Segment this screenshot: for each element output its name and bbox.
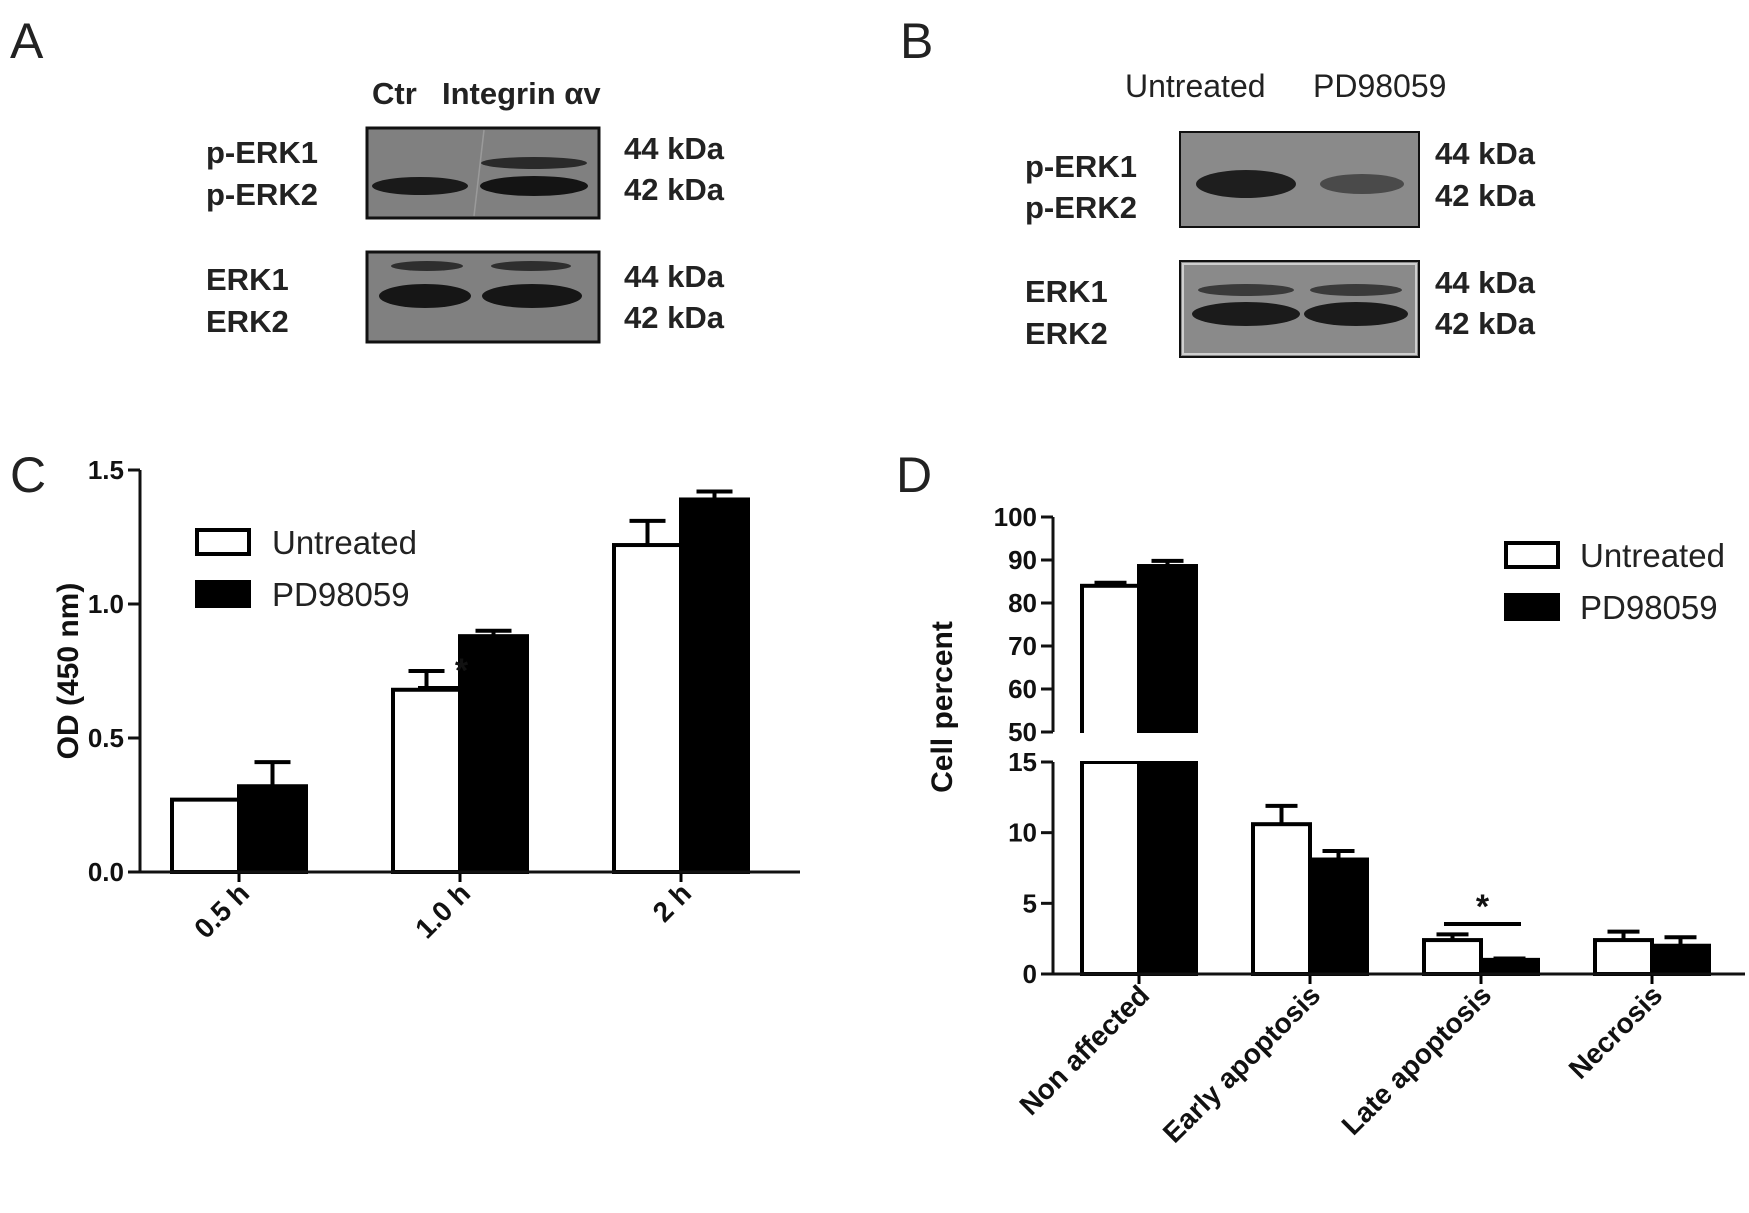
chart-d-bar-untreated-necrosis [1593,938,1654,977]
chart-c-bar-pd98059-0-5-h [237,784,308,874]
blot-b-kda42-top: 42 kDa [1435,178,1536,213]
chart-d-bar-untreated-late-apoptosis [1422,938,1483,977]
chart-c-legend-label-untreated: Untreated [272,524,417,561]
chart-c-bar-untreated-2-h [612,543,683,874]
chart-d-legend-swatch-untreated [1504,541,1560,569]
chart-d-legend-swatch-pd98059 [1504,593,1560,621]
blot-b-kda44-top: 44 kDa [1435,136,1536,171]
chart-d-bar-break-untreated-non-affected [1079,733,1142,761]
chart-c-xtick-2-h: 2 h [647,877,698,928]
blot-a-kda42-top: 42 kDa [624,172,725,207]
blot-b-total [1179,260,1420,358]
blot-b-phospho [1179,131,1420,228]
chart-c-ytick-3: 1.5 [88,455,124,485]
chart-d-ytick-upper-4: 90 [1008,545,1037,575]
blot-a-label-perk2: p-ERK2 [206,177,318,212]
chart-c-xtick-1-0-h: 1.0 h [409,877,476,944]
chart-d-bar-pd98059-non-affected [1137,564,1198,738]
chart-d-bar-pd98059-necrosis [1650,943,1711,977]
chart-d: Non affected Early apoptosis Late apoptosi… [926,502,1745,1149]
chart-d-ytick-upper-1: 60 [1008,674,1037,704]
panel-b: B Untreated PD98059 p-ERK1 p-ERK2 ERK1 E… [900,13,1536,358]
blot-b-label-perk2: p-ERK2 [1025,190,1137,225]
panel-c-letter: C [10,447,46,503]
chart-d-y-axis-title: Cell percent [926,621,959,793]
chart-c-legend-swatch-pd98059 [195,580,251,608]
blot-b-header-untreated: Untreated [1125,68,1266,104]
chart-d-xtick-early-apoptosis: Early apoptosis [1157,979,1326,1148]
blot-a-header-ctr: Ctr [372,76,417,111]
blot-b-label-perk1: p-ERK1 [1025,149,1137,184]
blot-a-header-integrin: Integrin αv [442,76,601,111]
chart-d-bar-pd98059-late-apoptosis [1479,957,1540,976]
chart-d-ytick-upper-0: 50 [1008,717,1037,747]
chart-d-bar-lower-pd98059-non-affected [1137,760,1198,976]
blot-a-label-erk2: ERK2 [206,304,289,339]
chart-d-significance-star-0: * [1476,888,1490,926]
panel-a-letter: A [10,13,44,69]
blot-b-kda42-bottom: 42 kDa [1435,306,1536,341]
chart-d-ytick-lower-0: 0 [1023,959,1037,989]
chart-d-legend-label-untreated: Untreated [1580,537,1725,574]
chart-c-bar-pd98059-2-h [679,497,750,874]
blot-b-kda44-bottom: 44 kDa [1435,265,1536,300]
chart-c-bar-untreated-1-0-h [391,687,462,875]
chart-d-xtick-non-affected: Non affected [1013,979,1155,1121]
chart-d-ytick-upper-5: 100 [994,502,1037,532]
chart-c-y-axis-title: OD (450 nm) [52,583,85,760]
chart-d-xtick-necrosis: Necrosis [1563,979,1669,1085]
chart-d-legend-label-pd98059: PD98059 [1580,589,1718,626]
blot-a-label-perk1: p-ERK1 [206,135,318,170]
chart-c-xtick-0-5-h: 0.5 h [188,877,255,944]
chart-d-ytick-upper-2: 70 [1008,631,1037,661]
blot-b-header-pd: PD98059 [1313,68,1446,104]
blot-b-label-erk1: ERK1 [1025,274,1108,309]
chart-d-xtick-late-apoptosis: Late apoptosis [1336,979,1498,1141]
blot-b-label-erk2: ERK2 [1025,316,1108,351]
chart-d-ytick-upper-3: 80 [1008,588,1037,618]
blot-a-kda42-bottom: 42 kDa [624,300,725,335]
chart-c-ytick-2: 1.0 [88,589,124,619]
chart-d-ytick-lower-3: 15 [1008,747,1037,777]
chart-d-ytick-lower-1: 5 [1023,888,1037,918]
panel-d-letter: D [896,447,932,503]
blot-a-phospho [365,126,601,220]
blot-a-label-erk1: ERK1 [206,262,289,297]
chart-d-bar-untreated-early-apoptosis [1251,822,1312,976]
chart-d-bar-lower-untreated-non-affected [1080,760,1141,976]
blot-a-kda44-top: 44 kDa [624,131,725,166]
chart-d-ytick-lower-2: 10 [1008,818,1037,848]
chart-d-bar-untreated-non-affected [1080,583,1141,737]
blot-a-total [365,250,601,344]
panel-a: A Ctr Integrin αv p-ERK1 p-ERK2 ERK1 ERK… [10,13,725,344]
chart-c-ytick-1: 0.5 [88,723,124,753]
chart-c-significance-star-0: * [455,652,469,690]
chart-c: 0.5 h 1.0 h 2 h 0.0 0.5 1.0 1.5 OD (450 nm) * Unt… [52,455,800,944]
chart-d-bar-pd98059-early-apoptosis [1308,857,1369,977]
chart-d-bar-break-pd98059-non-affected [1136,733,1199,761]
chart-c-legend-label-pd98059: PD98059 [272,576,410,613]
chart-c-bar-untreated-0-5-h [170,797,241,875]
chart-c-legend-swatch-untreated [195,528,251,556]
panel-b-letter: B [900,13,933,69]
chart-c-ytick-0: 0.0 [88,857,124,887]
chart-c-bar-pd98059-1-0-h [458,634,529,874]
blot-a-kda44-bottom: 44 kDa [624,259,725,294]
